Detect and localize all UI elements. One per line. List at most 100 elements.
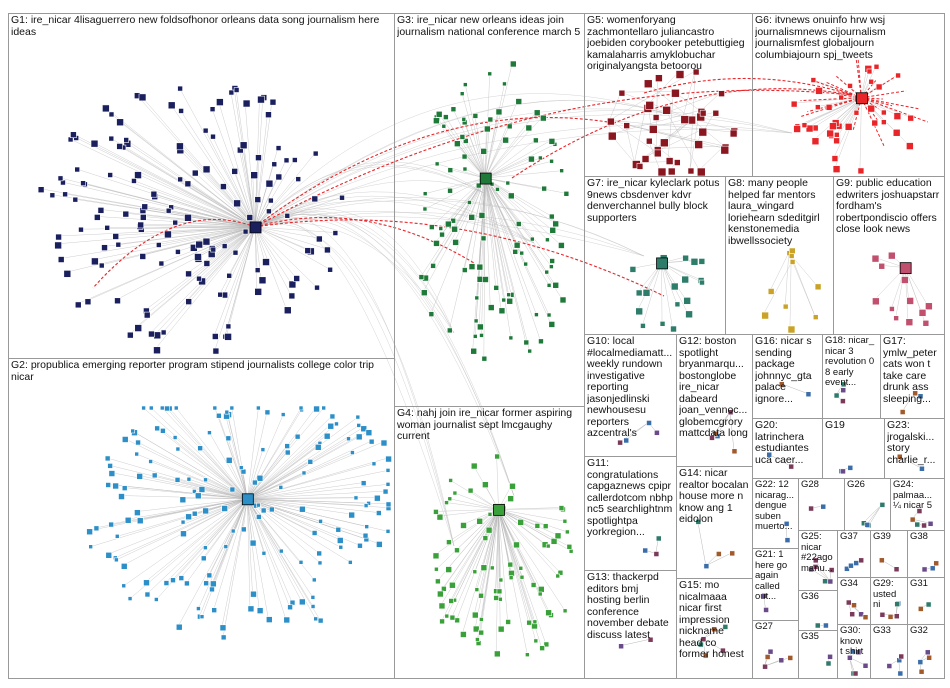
node[interactable] (840, 468, 846, 475)
node[interactable] (312, 150, 319, 157)
node[interactable] (165, 207, 172, 214)
node[interactable] (538, 155, 543, 161)
node[interactable] (545, 543, 551, 549)
node[interactable] (63, 270, 72, 278)
node[interactable] (438, 226, 444, 231)
node[interactable] (709, 435, 715, 441)
node[interactable] (906, 297, 914, 305)
node[interactable] (191, 510, 198, 517)
node[interactable] (659, 321, 666, 327)
node[interactable] (163, 580, 170, 586)
node[interactable] (336, 537, 344, 544)
node[interactable] (461, 267, 468, 273)
node[interactable] (299, 505, 306, 513)
node[interactable] (170, 577, 176, 584)
node[interactable] (376, 510, 382, 516)
node[interactable] (617, 439, 623, 446)
node[interactable] (549, 158, 554, 164)
node[interactable] (515, 98, 523, 105)
node[interactable] (368, 438, 375, 445)
node[interactable] (220, 183, 227, 190)
node[interactable] (260, 507, 267, 514)
node[interactable] (683, 297, 691, 305)
node[interactable] (88, 544, 93, 550)
node[interactable] (918, 668, 925, 675)
node[interactable] (929, 565, 936, 572)
node[interactable] (501, 297, 507, 303)
node[interactable] (649, 125, 658, 134)
node[interactable] (135, 439, 141, 446)
node[interactable] (247, 605, 255, 613)
node[interactable] (894, 613, 900, 619)
node[interactable] (718, 90, 725, 97)
node[interactable] (265, 179, 274, 188)
node[interactable] (478, 212, 486, 219)
node[interactable] (545, 609, 552, 617)
node[interactable] (519, 574, 525, 580)
node[interactable] (439, 618, 445, 625)
node[interactable] (478, 592, 484, 599)
node[interactable] (364, 524, 370, 529)
node[interactable] (872, 297, 880, 306)
node[interactable] (645, 101, 655, 110)
node[interactable] (266, 208, 272, 215)
node[interactable] (104, 225, 110, 231)
node[interactable] (321, 405, 327, 411)
node[interactable] (283, 306, 292, 315)
node[interactable] (257, 95, 265, 104)
node[interactable] (134, 171, 142, 179)
node[interactable] (131, 178, 137, 184)
node[interactable] (185, 513, 192, 521)
node[interactable] (472, 569, 478, 575)
node[interactable] (699, 279, 705, 286)
node[interactable] (86, 528, 93, 536)
node[interactable] (712, 431, 719, 437)
node[interactable] (177, 176, 183, 183)
node[interactable] (722, 624, 729, 630)
node[interactable] (472, 334, 478, 339)
node[interactable] (545, 237, 550, 243)
node[interactable] (642, 289, 651, 297)
node[interactable] (385, 455, 392, 463)
node[interactable] (518, 565, 524, 571)
node[interactable] (355, 433, 363, 441)
node[interactable] (480, 148, 488, 155)
node[interactable] (116, 143, 123, 150)
node[interactable] (74, 166, 80, 173)
node[interactable] (120, 563, 128, 570)
node[interactable] (899, 409, 906, 415)
node[interactable] (385, 468, 391, 473)
node[interactable] (283, 157, 290, 164)
node[interactable] (114, 557, 119, 563)
node[interactable] (334, 421, 339, 427)
node[interactable] (844, 123, 853, 131)
node[interactable] (127, 596, 133, 601)
node[interactable] (918, 309, 927, 317)
node[interactable] (49, 192, 56, 199)
node[interactable] (889, 306, 895, 312)
node[interactable] (278, 548, 284, 554)
node[interactable] (498, 596, 503, 602)
node[interactable] (681, 275, 689, 284)
node[interactable] (703, 563, 710, 569)
node[interactable] (233, 87, 240, 93)
node[interactable] (224, 409, 230, 415)
node[interactable] (788, 247, 796, 255)
node[interactable] (94, 214, 101, 221)
node[interactable] (197, 445, 203, 452)
node[interactable] (508, 575, 514, 580)
node[interactable] (823, 622, 829, 629)
node[interactable] (196, 606, 201, 611)
node[interactable] (892, 128, 901, 137)
node[interactable] (441, 586, 447, 592)
node[interactable] (121, 583, 127, 589)
node[interactable] (487, 71, 493, 77)
node[interactable] (530, 236, 535, 242)
node[interactable] (136, 473, 143, 480)
node[interactable] (696, 167, 706, 177)
node[interactable] (293, 275, 300, 282)
node[interactable] (662, 105, 671, 115)
node[interactable] (827, 654, 833, 660)
node[interactable] (505, 180, 511, 186)
node[interactable] (134, 509, 141, 516)
